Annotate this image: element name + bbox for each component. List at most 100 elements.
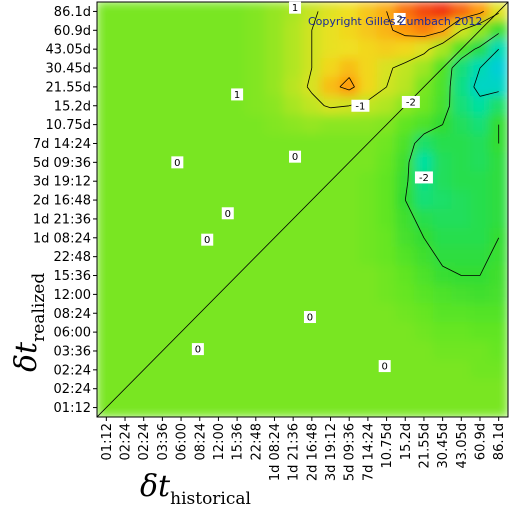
heatmap-cell [133, 265, 154, 286]
heatmap-cell [488, 246, 508, 267]
heatmap-cell [227, 171, 247, 192]
heatmap-cell [470, 246, 490, 267]
heatmap-cell [488, 397, 508, 417]
heatmap-cell [414, 246, 434, 267]
heatmap-cell [302, 341, 322, 361]
heatmap-cell [264, 341, 285, 361]
heatmap-cell [414, 397, 434, 417]
heatmap-cell [470, 39, 490, 60]
heatmap-cell [245, 284, 266, 305]
y-tick-label: 08:24 [54, 307, 91, 322]
heatmap-cell [432, 133, 453, 154]
heatmap-cell [358, 227, 378, 248]
heatmap-cell [283, 322, 303, 343]
svg-text:δtrealized: δtrealized [9, 273, 49, 372]
heatmap-cell [133, 171, 154, 192]
contour-label-bg [221, 207, 234, 220]
contour-label-text: 0 [292, 152, 298, 163]
heatmap-cell [451, 76, 472, 97]
heatmap-cell [227, 152, 247, 173]
heatmap-cell [432, 39, 453, 60]
heatmap-cell [171, 284, 191, 305]
heatmap-cell [376, 246, 397, 267]
y-tick-label: 7d 14:24 [33, 137, 91, 152]
heatmap-cell [227, 2, 247, 22]
heatmap-cell [115, 284, 135, 305]
heatmap-cell [451, 265, 472, 286]
svg-text:δthistorical: δthistorical [140, 469, 251, 509]
x-tick-label: 01:12 [100, 423, 115, 460]
heatmap-cells [97, 2, 508, 417]
contour-label: 2 [393, 12, 406, 25]
x-tick-label: 43.05d [455, 423, 470, 468]
heatmap-cell [245, 303, 266, 324]
contour-label-bg [401, 95, 420, 108]
heatmap-cell [339, 265, 360, 286]
heatmap-cell [97, 2, 117, 22]
heatmap-cell [339, 58, 360, 78]
heatmap-cell [97, 133, 117, 154]
x-tick-label: 5d 09:36 [343, 423, 358, 481]
heatmap-cell [451, 190, 472, 210]
heatmap-cell [432, 190, 453, 210]
heatmap-cell [302, 378, 322, 399]
heatmap-cell [358, 378, 378, 399]
heatmap-cell [302, 246, 322, 267]
heatmap-cell [189, 284, 210, 305]
heatmap-cell [133, 76, 154, 97]
heatmap-cell [152, 114, 173, 135]
heatmap-cell [189, 265, 210, 286]
heatmap-cell [264, 114, 285, 135]
heatmap-cell [152, 2, 173, 22]
heatmap-cell [432, 359, 453, 380]
heatmap-cell [414, 58, 434, 78]
heatmap-cell [488, 303, 508, 324]
heatmap-cell [376, 190, 397, 210]
heatmap-cell [414, 284, 434, 305]
heatmap-cell [245, 378, 266, 399]
heatmap-cell [414, 39, 434, 60]
heatmap-cell [432, 209, 453, 229]
heatmap-cell [283, 39, 303, 60]
heatmap-cell [133, 58, 154, 78]
heatmap-cell [470, 359, 490, 380]
y-tick-label: 1d 08:24 [33, 231, 91, 246]
heatmap-cell [358, 190, 378, 210]
contour-label-text: 0 [195, 345, 201, 356]
heatmap-cell [395, 246, 416, 267]
y-tick-label: 15.2d [54, 99, 91, 114]
heatmap-cell [414, 152, 434, 173]
heatmap-cell [208, 303, 229, 324]
heatmap-cell [208, 114, 229, 135]
y-tick-label: 01:12 [54, 401, 91, 416]
heatmap-cell [376, 39, 397, 60]
contour-label-text: 0 [382, 362, 388, 373]
heatmap-cell [358, 303, 378, 324]
heatmap-cell [189, 114, 210, 135]
contour-line [404, 33, 500, 276]
heatmap-cell [451, 2, 472, 22]
x-tick-label: 03:36 [156, 423, 171, 460]
heatmap-cell [189, 378, 210, 399]
heatmap-cell [152, 190, 173, 210]
heatmap-cell [97, 58, 117, 78]
heatmap-cell [488, 20, 508, 41]
heatmap-cell [189, 133, 210, 154]
heatmap-cell [227, 246, 247, 267]
heatmap-cell [320, 76, 341, 97]
heatmap-cell [171, 20, 191, 41]
heatmap-cell [152, 397, 173, 417]
contour-label: 0 [201, 233, 214, 246]
heatmap-cell [451, 58, 472, 78]
heatmap-cell [451, 284, 472, 305]
heatmap-cell [376, 171, 397, 192]
heatmap-cell [395, 322, 416, 343]
heatmap-cell [414, 303, 434, 324]
contour-label: 1 [289, 1, 302, 14]
y-tick-label: 1d 21:36 [33, 212, 91, 227]
heatmap-cell [227, 378, 247, 399]
heatmap-cell [133, 133, 154, 154]
x-tick-labels: 01:12 02:24 02:24 03:36 06:00 08:24 12:00 15:36… [100, 423, 507, 481]
heatmap-cell [451, 152, 472, 173]
heatmap-cell [115, 322, 135, 343]
